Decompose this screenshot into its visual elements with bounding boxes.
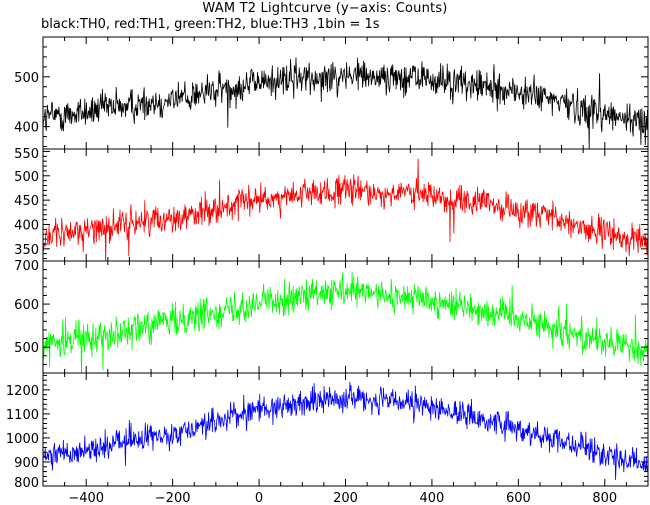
series-line-th0 bbox=[43, 57, 648, 149]
series-line-th1 bbox=[43, 158, 648, 261]
x-tick-label: 200 bbox=[333, 491, 358, 505]
y-tick-label: 400 bbox=[14, 218, 39, 233]
panel-frame-th0 bbox=[42, 36, 649, 150]
series-line-th3 bbox=[43, 381, 648, 480]
y-tick-label: 600 bbox=[14, 298, 39, 313]
y-tick-label: 350 bbox=[14, 243, 39, 258]
chart-title: WAM T2 Lightcurve (y−axis: Counts) bbox=[202, 1, 448, 16]
chart-subtitle: black:TH0, red:TH1, green:TH2, blue:TH3 … bbox=[41, 17, 380, 32]
y-tick-label: 400 bbox=[14, 121, 39, 136]
y-tick-label: 1100 bbox=[6, 408, 39, 423]
y-tick-label: 800 bbox=[14, 476, 39, 491]
x-tick-label: 0 bbox=[255, 491, 263, 505]
x-tick-label: −400 bbox=[68, 491, 104, 505]
panel-frame-th2 bbox=[42, 260, 649, 374]
y-tick-label: 500 bbox=[14, 170, 39, 185]
y-tick-label: 900 bbox=[14, 456, 39, 471]
y-tick-label: 700 bbox=[14, 259, 39, 274]
y-tick-label: 1200 bbox=[6, 384, 39, 399]
panel-frame-th1 bbox=[42, 148, 649, 262]
y-tick-label: 450 bbox=[14, 194, 39, 209]
y-tick-label: 500 bbox=[14, 71, 39, 86]
y-tick-label: 1000 bbox=[6, 432, 39, 447]
x-tick-label: 800 bbox=[592, 491, 617, 505]
y-tick-label: 500 bbox=[14, 341, 39, 356]
x-tick-label: −200 bbox=[155, 491, 191, 505]
y-tick-label: 550 bbox=[14, 147, 39, 162]
series-line-th2 bbox=[43, 271, 648, 373]
x-tick-label: 600 bbox=[506, 491, 531, 505]
x-tick-label: 400 bbox=[420, 491, 445, 505]
